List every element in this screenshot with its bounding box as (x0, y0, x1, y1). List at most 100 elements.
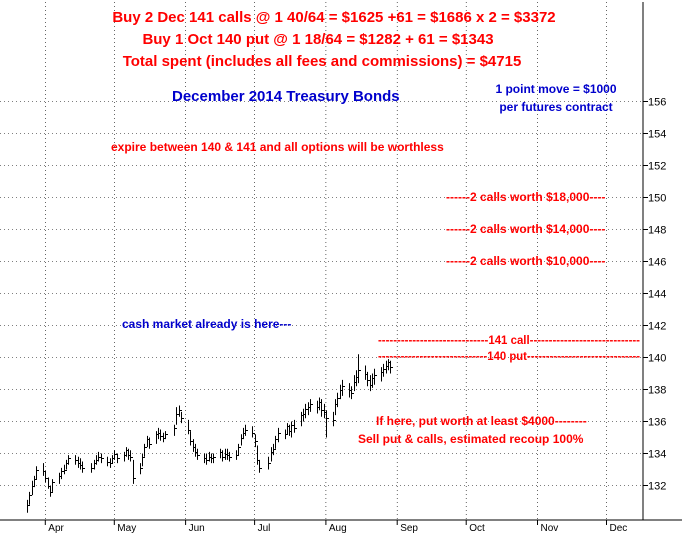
price-bar (50, 485, 53, 497)
price-bar (133, 459, 136, 484)
price-bar (52, 479, 55, 492)
price-bar (275, 435, 278, 449)
price-bar (229, 451, 232, 462)
price-bar (291, 421, 294, 438)
point-move-note-1: 1 point move = $1000 (495, 82, 616, 96)
price-bar (110, 458, 113, 468)
x-tick-label-oct: Oct (469, 523, 485, 534)
price-bar (321, 399, 324, 417)
ohlc-bars (27, 354, 393, 513)
y-tick-label-134: 134 (648, 449, 666, 461)
cash-market-note: cash market already is here--- (122, 317, 291, 331)
price-bar (64, 464, 67, 475)
expire-note: expire between 140 & 141 and all options… (111, 140, 444, 154)
price-bar (29, 491, 32, 505)
price-bar (358, 354, 361, 384)
price-bar (176, 407, 179, 425)
price-bar (82, 461, 85, 473)
price-bar (188, 419, 191, 435)
point-move-note-2: per futures contract (499, 100, 612, 114)
y-tick-label-154: 154 (648, 129, 666, 141)
price-bar (236, 450, 239, 460)
price-bar (197, 448, 200, 460)
x-tick-label-nov: Nov (541, 523, 559, 534)
price-bar (181, 411, 184, 424)
x-tick-label-aug: Aug (329, 523, 347, 534)
price-bar (383, 363, 386, 377)
price-bar (140, 463, 143, 475)
y-tick-labels: 132 134 136 138 140 142 144 146 148 150 152 154 156 (643, 97, 666, 493)
header-line-3: Total spent (includes all fees and commi… (123, 53, 522, 70)
price-bar (68, 455, 71, 465)
price-bar (117, 453, 120, 464)
price-bar (305, 403, 308, 419)
y-tick-label-150: 150 (648, 193, 666, 205)
x-tick-labels: Apr May Jun Jul Aug Sep Oct Nov Dec (44, 520, 628, 534)
y-tick-label-152: 152 (648, 161, 666, 173)
price-bar (259, 459, 262, 473)
price-bar (268, 456, 271, 470)
price-bar (294, 419, 297, 433)
price-bar (213, 453, 216, 464)
price-bar (337, 392, 340, 408)
price-bar (27, 499, 30, 513)
put-140-line: -----------------------------140 put----… (378, 349, 640, 363)
price-bar (130, 450, 133, 462)
y-tick-label-148: 148 (648, 225, 666, 237)
y-tick-label-142: 142 (648, 321, 666, 333)
call-141-line: -----------------------------141 call---… (378, 333, 640, 347)
calls-worth-14000: ------2 calls worth $14,000---- (446, 222, 605, 236)
price-bar (101, 453, 104, 464)
price-bar (222, 450, 225, 462)
price-bar (273, 443, 276, 456)
sell-put-note: Sell put & calls, estimated recoup 100% (358, 432, 584, 446)
price-bar (390, 360, 393, 374)
price-bar (374, 368, 377, 385)
price-bar (179, 405, 182, 417)
price-bar (333, 411, 336, 427)
x-tick-label-may: May (117, 523, 136, 534)
price-bar (326, 410, 329, 438)
price-bar (149, 437, 152, 449)
calls-worth-18000: ------2 calls worth $18,000---- (446, 190, 605, 204)
x-tick-label-sep: Sep (400, 523, 418, 534)
price-bar (190, 431, 193, 446)
price-bar (45, 471, 48, 483)
price-bar (98, 451, 101, 462)
y-tick-label-146: 146 (648, 257, 666, 269)
x-tick-label-jun: Jun (189, 523, 205, 534)
price-bar (142, 453, 145, 467)
y-tick-label-136: 136 (648, 417, 666, 429)
price-bar (174, 424, 177, 436)
price-bar (36, 466, 39, 480)
price-bar (351, 386, 354, 400)
y-tick-label-156: 156 (648, 97, 666, 109)
price-bar (285, 429, 288, 440)
header-line-2: Buy 1 Oct 140 put @ 1 18/64 = $1282 + 61… (142, 31, 493, 48)
price-bar (206, 453, 209, 465)
price-bar (310, 399, 313, 412)
x-tick-label-jul: Jul (258, 523, 271, 534)
price-bar (252, 426, 255, 438)
price-bar (255, 434, 258, 448)
price-bar (245, 424, 248, 436)
y-tick-label-140: 140 (648, 353, 666, 365)
price-bar (165, 431, 168, 440)
x-tick-label-dec: Dec (610, 523, 628, 534)
price-bar (34, 475, 37, 488)
y-tick-label-138: 138 (648, 385, 666, 397)
y-tick-label-144: 144 (648, 289, 666, 301)
price-bar (160, 429, 163, 441)
price-bar (367, 371, 370, 387)
price-bar (114, 450, 117, 460)
price-bar (91, 463, 94, 473)
chart-title: December 2014 Treasury Bonds (172, 88, 400, 105)
price-bar (75, 455, 78, 465)
x-tick-label-apr: Apr (48, 523, 64, 534)
calls-worth-10000: ------2 calls worth $10,000---- (446, 254, 605, 268)
put-worth-note: If here, put worth at least $4000-------… (376, 414, 587, 428)
price-bar (342, 379, 345, 396)
header-line-1: Buy 2 Dec 141 calls @ 1 40/64 = $1625 +6… (112, 9, 555, 26)
